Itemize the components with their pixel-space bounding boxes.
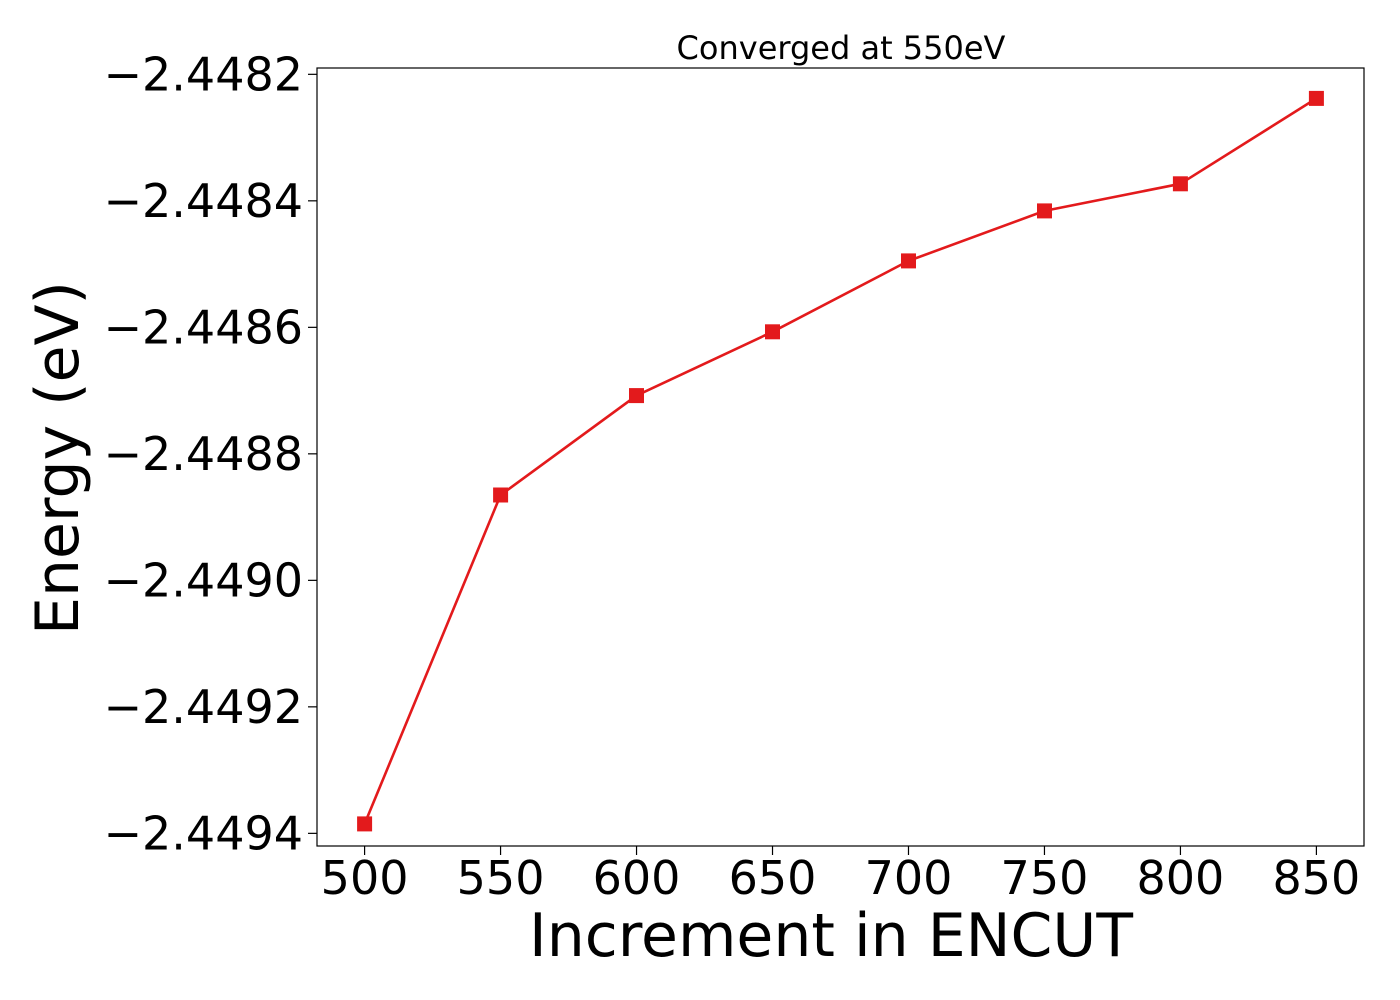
x-tick-label: 750: [1001, 851, 1089, 905]
y-tick-label: −2.4494: [104, 806, 304, 860]
x-tick-label: 850: [1273, 851, 1361, 905]
x-tick-label: 700: [865, 851, 953, 905]
x-axis-label: Increment in ENCUT: [529, 901, 1133, 971]
data-point-marker: [1172, 176, 1188, 192]
data-point-marker: [901, 253, 916, 269]
data-point-marker: [493, 487, 509, 503]
data-point-marker: [765, 324, 780, 340]
data-point-marker: [1037, 203, 1052, 219]
y-tick-label: −2.4490: [104, 553, 304, 607]
series-group: [357, 90, 1324, 832]
x-tick-label: 600: [593, 851, 681, 905]
y-tick-label: −2.4486: [104, 300, 304, 354]
y-tick-label: −2.4492: [104, 680, 304, 734]
x-tick-label: 650: [729, 851, 817, 905]
x-tick-label: 500: [321, 851, 409, 905]
y-tick-label: −2.4488: [104, 427, 304, 481]
series-line: [363, 97, 1318, 825]
data-point-marker: [357, 816, 373, 832]
plot-frame: [316, 67, 1365, 847]
data-point-marker: [629, 388, 644, 404]
y-axis-label: Energy (eV): [23, 281, 93, 635]
x-tick-label: 550: [457, 851, 545, 905]
y-tick-label: −2.4484: [104, 174, 304, 228]
data-point-marker: [1308, 90, 1324, 106]
y-axis-ticks: −2.4494 −2.4492 −2.4490 −2.4488 −2.4486 −2.44…: [104, 47, 317, 860]
chart-title: Converged at 550eV: [677, 29, 1006, 67]
x-tick-label: 800: [1137, 851, 1225, 905]
x-axis-ticks: 500 550 600 650 700 750 800 850: [321, 846, 1361, 905]
y-tick-label: −2.4482: [104, 47, 304, 101]
plot-area: [316, 67, 1365, 847]
